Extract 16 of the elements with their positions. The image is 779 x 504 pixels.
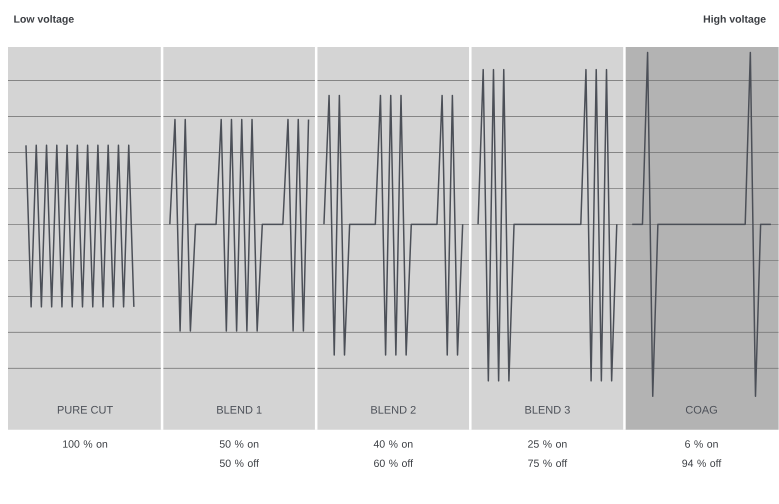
text: BLEND 1	[217, 406, 262, 414]
text: COAG	[686, 406, 717, 414]
text: 25 % on	[528, 440, 567, 448]
text: 6 % on	[685, 440, 718, 448]
text: 60 % off	[374, 459, 414, 468]
text: 94 % off	[682, 459, 722, 468]
text: High voltage	[704, 15, 766, 26]
text: 100 % on	[63, 440, 108, 448]
text: PURE CUT	[58, 406, 113, 414]
text: Low voltage	[14, 15, 74, 26]
text: 75 % off	[528, 459, 568, 468]
text: 50 % on	[220, 440, 258, 448]
text: 50 % off	[220, 459, 259, 468]
text: BLEND 2	[371, 406, 416, 414]
text: 40 % on	[374, 440, 412, 448]
text: BLEND 3	[525, 406, 570, 414]
